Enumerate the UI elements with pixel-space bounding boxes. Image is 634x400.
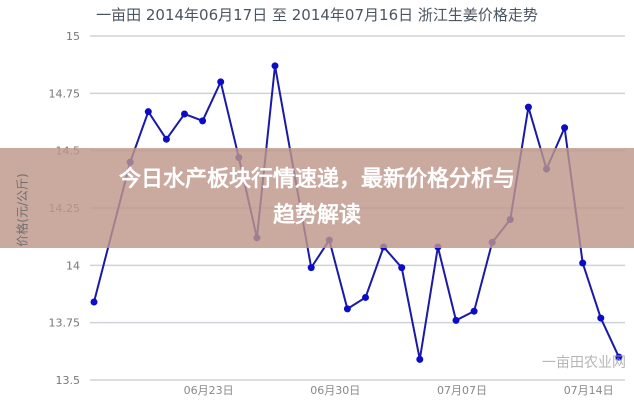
data-point [579, 259, 587, 267]
series-line [93, 65, 620, 360]
headline-line-1: 今日水产板块行情速递，最新价格分析与 [118, 167, 515, 192]
y-tick-label: 13.5 [56, 374, 81, 387]
chart-title: 一亩田 2014年06月17日 至 2014年07月16日 浙江生姜价格走势 [96, 6, 538, 24]
data-point [90, 298, 98, 306]
headline-line-2: 趋势解读 [272, 203, 361, 228]
data-point [524, 103, 532, 111]
y-axis-label: 价格(元/公斤) [15, 173, 30, 247]
data-point [452, 316, 460, 324]
y-tick-label: 13.75 [49, 317, 81, 330]
x-tick-label: 07月14日 [564, 384, 614, 397]
headline-banner: 今日水产板块行情速递，最新价格分析与 趋势解读 [0, 148, 634, 248]
data-point [144, 108, 152, 116]
data-point [199, 117, 207, 125]
x-tick-label: 07月07日 [437, 384, 487, 397]
x-tick-label: 06月30日 [310, 384, 360, 397]
data-point [398, 264, 406, 272]
data-point [217, 78, 225, 86]
data-point [162, 135, 170, 143]
data-point [561, 124, 569, 132]
data-point [597, 314, 605, 322]
data-point [181, 110, 188, 118]
y-tick-label: 14 [66, 259, 80, 272]
data-point [271, 62, 279, 70]
data-point [362, 293, 369, 301]
watermark: 一亩田农业网 [542, 355, 626, 371]
data-point [343, 305, 351, 313]
x-tick-label: 06月23日 [184, 384, 234, 397]
data-point [470, 307, 478, 315]
data-point [307, 264, 315, 272]
data-point [615, 353, 623, 361]
data-point [416, 355, 424, 363]
y-tick-label: 15 [66, 30, 80, 43]
y-tick-label: 14.75 [49, 87, 81, 100]
